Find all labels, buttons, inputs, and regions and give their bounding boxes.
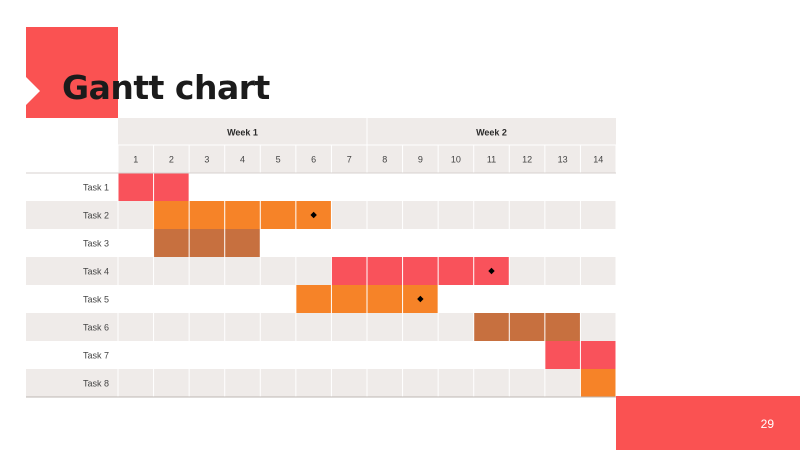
milestone-diamond <box>310 211 317 219</box>
task-bar-cell <box>331 257 367 285</box>
task-bar-cell <box>153 229 190 257</box>
week-label: Week 1 <box>227 128 258 138</box>
day-label: 1 <box>133 155 138 165</box>
row-band <box>26 369 616 397</box>
page-title: Gantt chart <box>62 68 270 107</box>
task-label: Task 6 <box>83 323 109 333</box>
page-number: 29 <box>760 417 774 431</box>
task-bar-cell <box>367 285 403 313</box>
day-label: 13 <box>558 155 568 165</box>
task-bar-cell <box>331 285 367 313</box>
accent-block <box>26 27 118 118</box>
task-bar-cell <box>544 341 581 369</box>
day-label: 11 <box>487 155 496 165</box>
week-label: Week 2 <box>476 128 507 138</box>
task-bar-cell <box>402 257 439 285</box>
task-label: Task 2 <box>83 211 109 221</box>
milestone-diamond <box>417 295 424 303</box>
task-bar-cell <box>189 229 225 257</box>
task-bar-cell <box>367 257 403 285</box>
task-bar-cell <box>580 341 616 369</box>
footer-block: 29 <box>616 396 800 450</box>
task-bar-cell <box>509 313 545 341</box>
day-label: 14 <box>593 155 603 165</box>
day-label: 10 <box>451 155 461 165</box>
task-bar-cell <box>473 313 510 341</box>
task-bar-cell <box>153 173 190 201</box>
task-bar-cell <box>189 201 225 229</box>
day-label: 7 <box>347 155 352 165</box>
task-bar-cell <box>224 201 261 229</box>
task-label: Task 1 <box>83 183 109 193</box>
row-band <box>26 257 616 285</box>
task-bar-cell <box>118 173 154 201</box>
milestone-diamond <box>488 267 495 275</box>
task-bar-cell <box>544 313 581 341</box>
task-bar-cell <box>260 201 296 229</box>
task-bar-cell <box>580 369 616 397</box>
task-label: Task 4 <box>83 267 109 277</box>
task-bar-cell <box>295 285 332 313</box>
day-label: 5 <box>276 155 281 165</box>
task-label: Task 7 <box>83 351 109 361</box>
day-label: 9 <box>418 155 423 165</box>
task-bar-cell <box>153 201 190 229</box>
task-bar-cell <box>224 229 261 257</box>
day-label: 12 <box>522 155 532 165</box>
task-label: Task 8 <box>83 379 109 389</box>
task-label: Task 3 <box>83 239 109 249</box>
day-label: 3 <box>204 155 209 165</box>
day-label: 4 <box>240 155 245 165</box>
task-label: Task 5 <box>83 295 109 305</box>
accent-notch <box>26 77 40 105</box>
day-label: 2 <box>169 155 174 165</box>
day-label: 6 <box>311 155 316 165</box>
day-label: 8 <box>382 155 387 165</box>
task-bar-cell <box>438 257 474 285</box>
